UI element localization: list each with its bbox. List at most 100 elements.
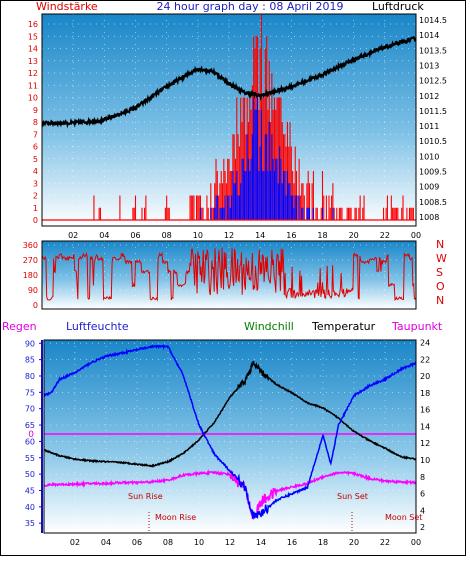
time-tick-label: 16 (287, 538, 297, 547)
temperature-tick-label: 16 (420, 406, 430, 415)
temperature-tick-label: 2 (420, 523, 425, 532)
wind-tick-label: 12 (28, 69, 38, 78)
temperature-tick-label: 14 (420, 422, 430, 431)
temperature-tick-label: 6 (420, 490, 425, 499)
pressure-tick-label: 1010 (419, 152, 439, 161)
compass-tick-label: N (436, 238, 444, 251)
pressure-tick-label: 1014 (419, 31, 439, 40)
compass-tick-label: O (436, 280, 445, 293)
pressure-line (42, 35, 416, 129)
time-tick-label: 06 (132, 538, 142, 547)
time-tick-label: 02 (70, 538, 80, 547)
time-tick-label: 06 (130, 231, 140, 240)
compass-tick-label: S (436, 266, 443, 279)
wind-pressure-frame (41, 13, 417, 227)
temperature-tick-label: 18 (420, 389, 430, 398)
temperature-tick-label: 8 (420, 473, 425, 482)
humidity-tick-label: 75 (25, 388, 35, 397)
humidity-tick-label: 45 (25, 486, 35, 495)
pressure-tick-label: 1009 (419, 183, 439, 192)
wind-tick-label: 6 (33, 143, 38, 152)
direction-line (42, 247, 416, 302)
sun-rise-label: Sun Rise (128, 492, 163, 501)
direction-tick-label: 360 (23, 241, 38, 250)
wind-tick-label: 16 (28, 20, 38, 29)
wind-tick-label: 13 (28, 57, 38, 66)
pressure-tick-label: 1014.5 (419, 16, 447, 25)
humidity-tick-label: 90 (25, 339, 35, 348)
direction-frame (41, 240, 417, 310)
time-tick-label: 12 (225, 538, 235, 547)
time-tick-label: 22 (380, 538, 390, 547)
windchill-label: Windchill (244, 320, 294, 333)
time-tick-label: 18 (318, 538, 328, 547)
rain-zero-label: 0 (28, 430, 34, 440)
moon-rise-label: Moon Rise (155, 513, 196, 522)
time-tick-label: 08 (162, 231, 172, 240)
direction-tick-label: 0 (33, 301, 38, 310)
wind-tick-label: 15 (28, 32, 38, 41)
compass-tick-label: N (436, 294, 444, 307)
time-tick-label: 00 (411, 538, 421, 547)
time-tick-label: 20 (349, 538, 359, 547)
humidity-left-axis: 35 40 45 50 55 60 65 70 75 80 85 90 (25, 339, 42, 528)
wind-tick-label: 0 (33, 216, 38, 225)
luftfeuchte-label: Luftfeuchte (66, 320, 129, 333)
humidity-tick-label: 35 (25, 519, 35, 528)
compass-tick-label: W (436, 252, 447, 265)
direction-tick-label: 180 (23, 271, 38, 280)
direction-grid (42, 241, 416, 309)
pressure-right-axis: 1008 1008.5 1009 1009.5 1010 1010.5 1011 1011.5… (419, 16, 447, 222)
wind-tick-label: 11 (28, 81, 38, 90)
chart-title: 24 hour graph day : 08 April 2019 (157, 0, 344, 13)
humidity-tick-label: 65 (25, 421, 35, 430)
temperature-tick-label: 22 (420, 355, 430, 364)
humidity-temperature-series (44, 343, 416, 521)
humidity-tick-label: 60 (25, 437, 35, 446)
wind-tick-label: 14 (28, 45, 38, 54)
humidity-tick-label: 85 (25, 356, 35, 365)
time-tick-label: 02 (68, 231, 78, 240)
pressure-tick-label: 1013.5 (419, 46, 447, 55)
humidity-line (44, 343, 416, 519)
wind-pressure-series (42, 14, 416, 221)
time-tick-label: 08 (163, 538, 173, 547)
humidity-temperature-frame (43, 339, 417, 534)
luftdruck-label: Luftdruck (372, 0, 424, 13)
time-tick-label: 14 (256, 538, 266, 547)
pressure-tick-label: 1012 (419, 92, 439, 101)
time-tick-label: 16 (286, 231, 296, 240)
time-tick-label: 14 (255, 231, 265, 240)
time-tick-label: 20 (349, 231, 359, 240)
time-tick-label: 04 (101, 538, 111, 547)
moon-set-label: Moon Set (385, 513, 422, 522)
time-tick-label: 22 (380, 231, 390, 240)
windstaerke-label: Windstärke (36, 0, 98, 13)
temperature-tick-label: 24 (420, 339, 430, 348)
temperature-tick-label: 10 (420, 456, 430, 465)
temperature-line (44, 360, 416, 468)
wind-tick-label: 7 (33, 130, 38, 139)
time-tick-label: 00 (411, 231, 421, 240)
humidity-tick-label: 70 (25, 405, 35, 414)
humidity-tick-label: 80 (25, 372, 35, 381)
time-tick-label: 18 (317, 231, 327, 240)
pressure-tick-label: 1011 (419, 122, 439, 131)
direction-series (42, 247, 416, 302)
pressure-tick-label: 1013 (419, 61, 439, 70)
wind-tick-label: 10 (28, 94, 38, 103)
time-tick-label: 10 (194, 538, 204, 547)
dewpoint-line (44, 469, 416, 521)
wind-tick-label: 3 (33, 179, 38, 188)
wind-tick-label: 2 (33, 192, 38, 201)
time-tick-label: 10 (193, 231, 203, 240)
wind-tick-label: 4 (33, 167, 38, 176)
humidity-tick-label: 55 (25, 454, 35, 463)
direction-tick-label: 270 (23, 256, 38, 265)
humidity-tick-label: 50 (25, 470, 35, 479)
pressure-tick-label: 1008 (419, 213, 439, 222)
